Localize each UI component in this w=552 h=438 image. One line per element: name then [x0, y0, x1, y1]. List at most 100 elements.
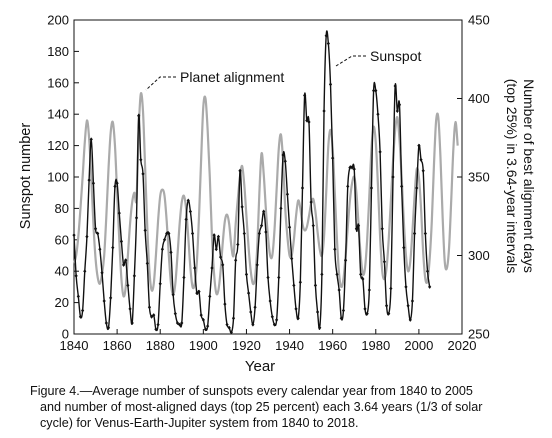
sunspot-point	[145, 261, 149, 266]
sunspot-point	[315, 310, 320, 315]
sunspot-point	[402, 245, 406, 250]
sunspot-point	[167, 231, 171, 236]
sunspot-point	[119, 239, 124, 244]
sunspot-point	[400, 184, 404, 189]
sunspot-point	[352, 167, 356, 172]
sunspot-point	[121, 262, 126, 267]
sunspot-point	[346, 184, 350, 189]
sunspot-point	[365, 311, 369, 316]
sunspot-point	[231, 316, 236, 321]
sunspot-point	[221, 262, 225, 267]
sunspot-point	[236, 242, 240, 247]
sunspot-point	[341, 308, 346, 313]
y2-tick-label: 400	[468, 91, 490, 106]
sunspot-point	[186, 198, 190, 203]
sunspot-point	[249, 310, 253, 315]
sunspot-point	[296, 316, 300, 321]
sunspot-point	[137, 113, 141, 118]
sunspot-point	[152, 313, 156, 318]
sunspot-point	[113, 184, 117, 189]
sunspot-point	[175, 321, 180, 326]
sunspot-point	[339, 316, 343, 321]
sunspot-point	[406, 303, 410, 308]
sunspot-point	[109, 295, 113, 300]
x-tick-label: 1900	[189, 338, 218, 353]
sunspot-point	[384, 303, 389, 308]
sunspot-point	[259, 223, 264, 228]
sunspot-point	[190, 231, 195, 236]
sunspot-point	[223, 302, 227, 307]
x-tick-label: 1940	[275, 338, 304, 353]
sunspot-point	[303, 93, 307, 98]
sunspot-point	[81, 308, 85, 313]
sunspot-point	[141, 171, 145, 176]
sunspot-point	[415, 185, 419, 190]
sunspot-point	[324, 33, 328, 38]
y2-tick-label: 450	[468, 13, 490, 28]
sunspot-point	[328, 82, 333, 87]
sunspot-point	[201, 317, 205, 322]
sunspot-point	[423, 231, 427, 236]
sunspot-point	[264, 229, 268, 234]
x-tick-label: 2000	[404, 338, 433, 353]
sunspot-point	[287, 225, 292, 230]
sunspot-point	[417, 143, 421, 148]
sunspot-point	[197, 289, 201, 294]
sunspot-point	[270, 314, 274, 319]
sunspot-point	[210, 266, 214, 271]
caption-line-1: Figure 4.—Average number of sunspots eve…	[30, 384, 473, 398]
sunspot-point	[307, 120, 311, 125]
y-tick-label: 160	[47, 75, 69, 90]
sunspot-point	[354, 226, 358, 231]
sunspot-point	[156, 322, 160, 327]
sunspot-point	[376, 112, 380, 117]
sunspot-point	[150, 314, 154, 319]
y-tick-label: 60	[55, 232, 69, 247]
sunspot-point	[320, 272, 324, 277]
annotation-leader-planet-alignment	[145, 76, 176, 91]
sunspot-point	[331, 156, 335, 161]
annotation-planet-alignment: Planet alignment	[180, 69, 284, 85]
sunspot-point	[225, 322, 229, 327]
x-tick-label: 1980	[361, 338, 390, 353]
sunspot-point	[160, 247, 164, 252]
sunspot-point	[290, 256, 294, 261]
sunspot-point	[139, 157, 143, 162]
sunspot-point	[76, 294, 80, 299]
sunspot-point	[74, 273, 78, 278]
sunspot-point	[178, 322, 182, 327]
sunspot-point	[253, 305, 257, 310]
sunspot-point	[134, 215, 139, 220]
sunspot-point	[184, 217, 188, 222]
sunspot-point	[266, 275, 270, 280]
sunspot-point	[193, 266, 197, 271]
sunspot-point	[216, 234, 221, 239]
sunspot-point	[130, 321, 134, 326]
sunspot-point	[397, 102, 402, 107]
sunspot-point	[389, 286, 393, 291]
sunspot-point	[421, 168, 425, 173]
sunspot-point	[382, 259, 386, 264]
sunspot-point	[313, 283, 318, 288]
sunspot-point	[335, 272, 339, 277]
sunspot-point	[203, 327, 208, 332]
sunspot-point	[244, 272, 249, 277]
sunspot-point	[378, 149, 382, 154]
sunspot-point	[188, 209, 192, 214]
y-tick-label: 180	[47, 44, 69, 59]
x-tick-label: 1880	[146, 338, 175, 353]
sunspot-point	[395, 109, 399, 114]
sunspot-point	[311, 223, 315, 228]
x-tick-label: 1920	[232, 338, 261, 353]
x-tick-label: 1840	[60, 338, 89, 353]
sunspot-point	[117, 211, 121, 216]
sunspot-point	[374, 88, 378, 93]
sunspot-point	[124, 258, 128, 263]
sunspot-point	[294, 306, 298, 311]
sunspot-point	[359, 272, 363, 277]
sunspot-point	[247, 291, 251, 296]
sunspot-point	[387, 311, 391, 316]
sunspot-point	[305, 118, 309, 123]
sunspot-point	[115, 181, 119, 186]
sunspot-point	[419, 157, 423, 162]
